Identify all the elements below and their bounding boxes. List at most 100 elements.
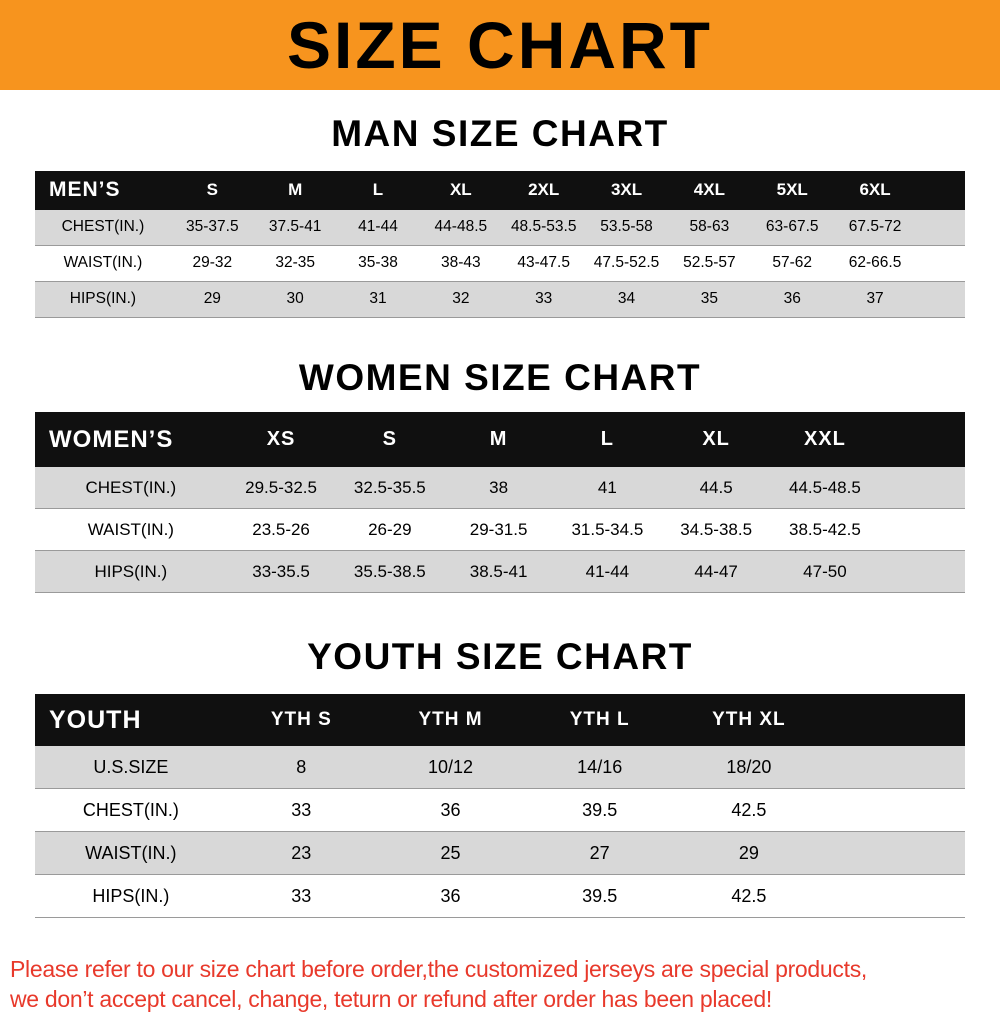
size-value-cell: 30 [286, 290, 304, 308]
size-value-cell: 42.5 [731, 799, 767, 820]
size-value-cell: 47-50 [803, 561, 847, 581]
size-column-header: 2XL [502, 170, 586, 210]
size-value-cell: 33 [291, 885, 312, 906]
size-value-cell: 23 [291, 842, 312, 863]
women-size-table: WOMEN’S XS S M L XL XXL CHEST(IN.) 29.5-32.5 32.5… [35, 412, 965, 594]
size-column-header: L [552, 412, 662, 468]
size-value-cell: 44-47 [694, 561, 738, 581]
size-value-cell: 37.5-41 [268, 218, 322, 236]
size-value-cell: 39.5 [582, 885, 618, 906]
size-value-cell: 35-38 [358, 254, 398, 272]
size-column-header: M [253, 170, 337, 210]
measurement-row-label: HIPS(IN.) [69, 290, 137, 308]
header-row: WOMEN’S XS S M L XL XXL [35, 412, 965, 468]
size-value-cell: 29 [203, 290, 221, 308]
spacer-cell [823, 694, 965, 747]
size-column-header: S [335, 412, 445, 468]
measurement-row-label: WAIST(IN.) [87, 519, 174, 539]
size-value-cell: 36 [783, 290, 801, 308]
size-value-cell: 14/16 [577, 756, 623, 777]
size-column-header: XXL [770, 412, 880, 468]
size-column-header: XL [419, 170, 503, 210]
size-value-cell: 48.5-53.5 [510, 218, 577, 236]
size-value-cell: 36 [440, 885, 461, 906]
spacer-cell [879, 467, 965, 509]
table-name-cell: MEN’S [35, 170, 171, 210]
size-value-cell: 33 [535, 290, 553, 308]
size-value-cell: 44.5-48.5 [788, 477, 861, 497]
size-value-cell: 37 [866, 290, 884, 308]
size-value-cell: 43-47.5 [517, 254, 570, 272]
men-size-table: MEN’S S M L XL 2XL 3XL 4XL 5XL 6XL CHEST(IN.) 35-37… [35, 170, 966, 318]
measurement-row-label: U.S.SIZE [93, 756, 169, 777]
women-section-heading: WOMEN SIZE CHART [298, 356, 702, 398]
size-column-header: 4XL [667, 170, 751, 210]
size-column-header: L [336, 170, 420, 210]
size-value-cell: 10/12 [427, 756, 474, 777]
spacer-cell [917, 210, 966, 246]
size-value-cell: 18/20 [726, 756, 772, 777]
size-value-cell: 31.5-34.5 [571, 519, 644, 539]
size-column-header: M [444, 412, 553, 468]
size-column-header: 5XL [750, 170, 834, 210]
size-value-cell: 34 [617, 290, 636, 308]
size-value-cell: 62-66.5 [848, 254, 902, 272]
measurement-row-label: HIPS(IN.) [92, 885, 170, 906]
size-value-cell: 8 [296, 756, 307, 777]
size-column-header: YTH XL [674, 694, 824, 747]
table-name-cell: WOMEN’S [35, 412, 227, 468]
size-value-cell: 32 [452, 290, 470, 308]
spacer-cell [824, 832, 966, 875]
measurement-row-label: CHEST(IN.) [85, 477, 177, 497]
spacer-cell [879, 412, 965, 468]
spacer-cell [824, 789, 966, 832]
size-value-cell: 25 [440, 842, 461, 863]
size-column-header: 3XL [585, 170, 668, 210]
table-row: WAIST(IN.) 29-32 32-35 35-38 38-43 43-47.5 47.… [35, 245, 965, 281]
size-value-cell: 35 [700, 290, 718, 308]
size-value-cell: 27 [589, 842, 610, 863]
size-value-cell: 47.5-52.5 [593, 254, 660, 272]
size-value-cell: 41-44 [358, 218, 398, 236]
table-row: HIPS(IN.) 33-35.5 35.5-38.5 38.5-41 41-44 44-… [35, 550, 965, 593]
banner: SIZE CHART [0, 0, 1000, 90]
measurement-row-label: WAIST(IN.) [85, 842, 177, 863]
size-value-cell: 31 [369, 290, 387, 308]
youth-section: YOUTH SIZE CHART YOUTH YTH S YTH M YTH L YTH… [0, 637, 1000, 919]
size-value-cell: 53.5-58 [600, 218, 653, 236]
size-value-cell: 33 [291, 799, 312, 820]
size-value-cell: 57-62 [772, 254, 813, 272]
spacer-cell [879, 551, 965, 593]
size-value-cell: 32.5-35.5 [353, 477, 426, 497]
spacer-cell [917, 281, 966, 317]
spacer-cell [917, 245, 966, 281]
size-value-cell: 29-31.5 [469, 519, 528, 539]
size-value-cell: 38.5-41 [469, 561, 528, 581]
size-column-header: 6XL [833, 170, 917, 210]
size-value-cell: 34.5-38.5 [680, 519, 753, 539]
table-row: WAIST(IN.) 23 25 27 29 [35, 831, 966, 875]
size-column-header: YTH L [525, 694, 675, 747]
size-value-cell: 39.5 [582, 799, 618, 820]
page-title: SIZE CHART [287, 8, 713, 82]
table-name-cell: YOUTH [35, 694, 227, 747]
size-value-cell: 38.5-42.5 [788, 519, 861, 539]
spacer-cell [916, 170, 965, 210]
size-value-cell: 29-32 [192, 254, 233, 272]
size-value-cell: 63-67.5 [765, 218, 819, 236]
size-value-cell: 29.5-32.5 [245, 477, 317, 497]
footer-note-line-1: Please refer to our size chart before or… [10, 956, 867, 983]
size-column-header: YTH M [375, 694, 526, 747]
header-row: MEN’S S M L XL 2XL 3XL 4XL 5XL 6XL [35, 170, 965, 210]
men-section-heading: MAN SIZE CHART [331, 113, 669, 154]
size-value-cell: 23.5-26 [252, 519, 310, 539]
size-column-header: XS [226, 412, 336, 468]
size-value-cell: 42.5 [731, 885, 767, 906]
size-column-header: YTH S [226, 694, 376, 747]
header-row: YOUTH YTH S YTH M YTH L YTH XL [35, 694, 965, 747]
size-column-header: S [170, 170, 254, 210]
spacer-cell [879, 509, 965, 551]
size-value-cell: 35-37.5 [186, 218, 239, 236]
size-value-cell: 36 [440, 799, 461, 820]
size-value-cell: 41 [597, 477, 617, 497]
